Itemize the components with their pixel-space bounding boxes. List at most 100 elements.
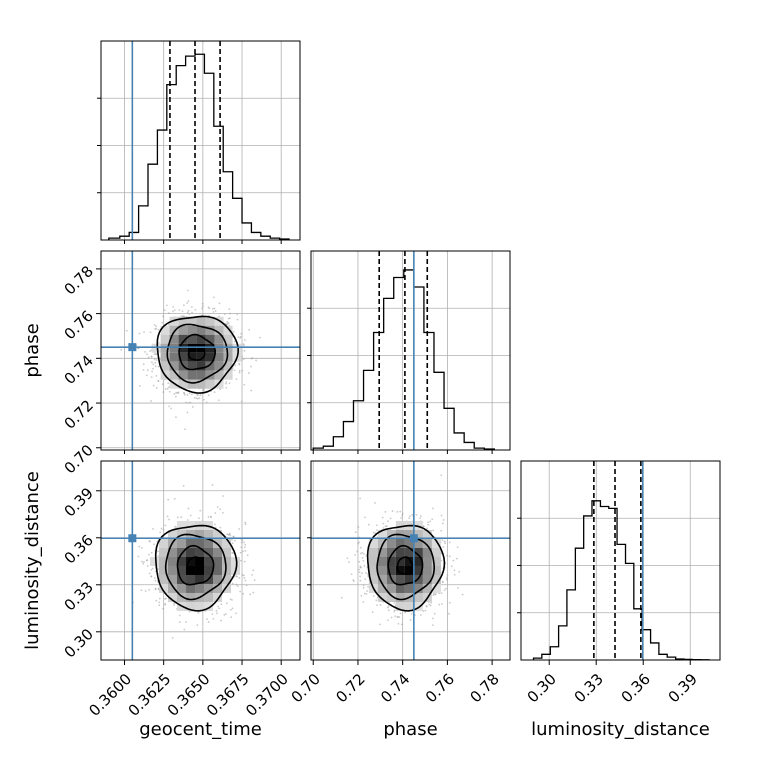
- scatter-point: [202, 305, 204, 308]
- scatter-point: [420, 515, 422, 517]
- scatter-point: [365, 572, 367, 574]
- scatter-point: [158, 604, 161, 607]
- scatter-point: [142, 363, 145, 366]
- density-cell: [168, 556, 178, 566]
- scatter-point: [180, 516, 183, 519]
- density-cell: [159, 556, 169, 566]
- density-cell: [386, 592, 396, 602]
- scatter-point: [191, 311, 193, 314]
- scatter-point: [173, 497, 176, 500]
- scatter-point: [224, 613, 227, 615]
- scatter-point: [251, 573, 253, 576]
- density-cell: [186, 520, 196, 530]
- density-cell: [223, 334, 233, 344]
- scatter-point: [143, 560, 145, 563]
- density-cell: [377, 529, 387, 539]
- scatter-point: [211, 307, 214, 310]
- scatter-point: [401, 512, 404, 515]
- scatter-point: [243, 339, 246, 341]
- scatter-point: [248, 328, 251, 331]
- scatter-point: [440, 592, 443, 595]
- density-cell: [213, 565, 223, 575]
- density-cell: [159, 565, 169, 575]
- panel-background: [311, 251, 510, 450]
- density-cell: [178, 379, 188, 389]
- density-cell: [168, 529, 178, 539]
- density-cell: [169, 370, 179, 380]
- scatter-point: [153, 543, 155, 546]
- scatter-point: [233, 340, 236, 343]
- truth-marker: [128, 343, 137, 352]
- scatter-point: [419, 614, 422, 616]
- density-cell: [168, 565, 178, 575]
- density-cell: [422, 547, 432, 557]
- density-cell: [222, 574, 232, 584]
- scatter-point: [148, 588, 150, 591]
- scatter-point: [358, 571, 361, 574]
- scatter-point: [146, 559, 149, 562]
- scatter-point: [241, 369, 244, 372]
- scatter-point: [441, 539, 444, 542]
- scatter-point: [191, 406, 194, 408]
- density-cell: [205, 316, 215, 326]
- scatter-point: [213, 523, 216, 526]
- density-cell: [368, 574, 378, 584]
- density-cell: [169, 352, 179, 362]
- scatter-point: [362, 559, 365, 562]
- density-cell: [159, 547, 169, 557]
- scatter-point: [375, 524, 378, 527]
- density-cell: [377, 565, 387, 575]
- scatter-point: [230, 616, 233, 619]
- density-cell: [160, 361, 170, 371]
- density-cell: [160, 334, 170, 344]
- scatter-point: [440, 474, 443, 477]
- x-tick-label: 0.74: [377, 670, 413, 706]
- scatter-point: [196, 397, 199, 400]
- density-cell: [404, 565, 414, 575]
- scatter-point: [138, 545, 141, 548]
- contour-line: [396, 556, 414, 575]
- density-cell: [205, 325, 215, 335]
- scatter-point: [252, 569, 255, 572]
- density-cell: [186, 565, 196, 575]
- scatter-point: [229, 312, 231, 315]
- density-cell: [395, 556, 405, 566]
- scatter-point: [448, 555, 451, 558]
- scatter-point: [239, 590, 242, 593]
- scatter-point: [255, 359, 258, 362]
- density-cell: [168, 583, 178, 593]
- density-cell: [223, 361, 233, 371]
- density-cell: [368, 565, 378, 575]
- scatter-point: [408, 515, 411, 518]
- scatter-point: [387, 605, 390, 608]
- scatter-point: [184, 428, 186, 431]
- scatter-point: [362, 601, 365, 603]
- density-cell: [204, 565, 214, 575]
- scatter-point: [348, 561, 350, 563]
- density-cell: [186, 601, 196, 611]
- scatter-point: [432, 529, 435, 532]
- scatter-point: [158, 601, 161, 604]
- scatter-point: [362, 553, 365, 555]
- scatter-point: [150, 355, 153, 358]
- scatter-point: [142, 562, 145, 565]
- scatter-point: [167, 312, 170, 315]
- x-tick-label: 0.70: [288, 670, 324, 706]
- scatter-point: [150, 575, 153, 578]
- scatter-point: [422, 525, 425, 528]
- x-tick-label: 0.72: [332, 670, 368, 706]
- scatter-point: [154, 579, 157, 582]
- scatter-point: [448, 612, 450, 615]
- scatter-point: [354, 554, 357, 556]
- scatter-point: [186, 519, 189, 521]
- scatter-point: [151, 370, 153, 373]
- scatter-point: [364, 578, 367, 581]
- density-cell: [413, 538, 423, 548]
- scatter-point: [223, 313, 226, 316]
- scatter-point: [359, 575, 361, 578]
- histogram-panel-phase: [307, 250, 511, 451]
- scatter-point: [367, 523, 370, 526]
- y-tick-label: 0.78: [61, 262, 97, 298]
- scatter-point: [387, 619, 389, 622]
